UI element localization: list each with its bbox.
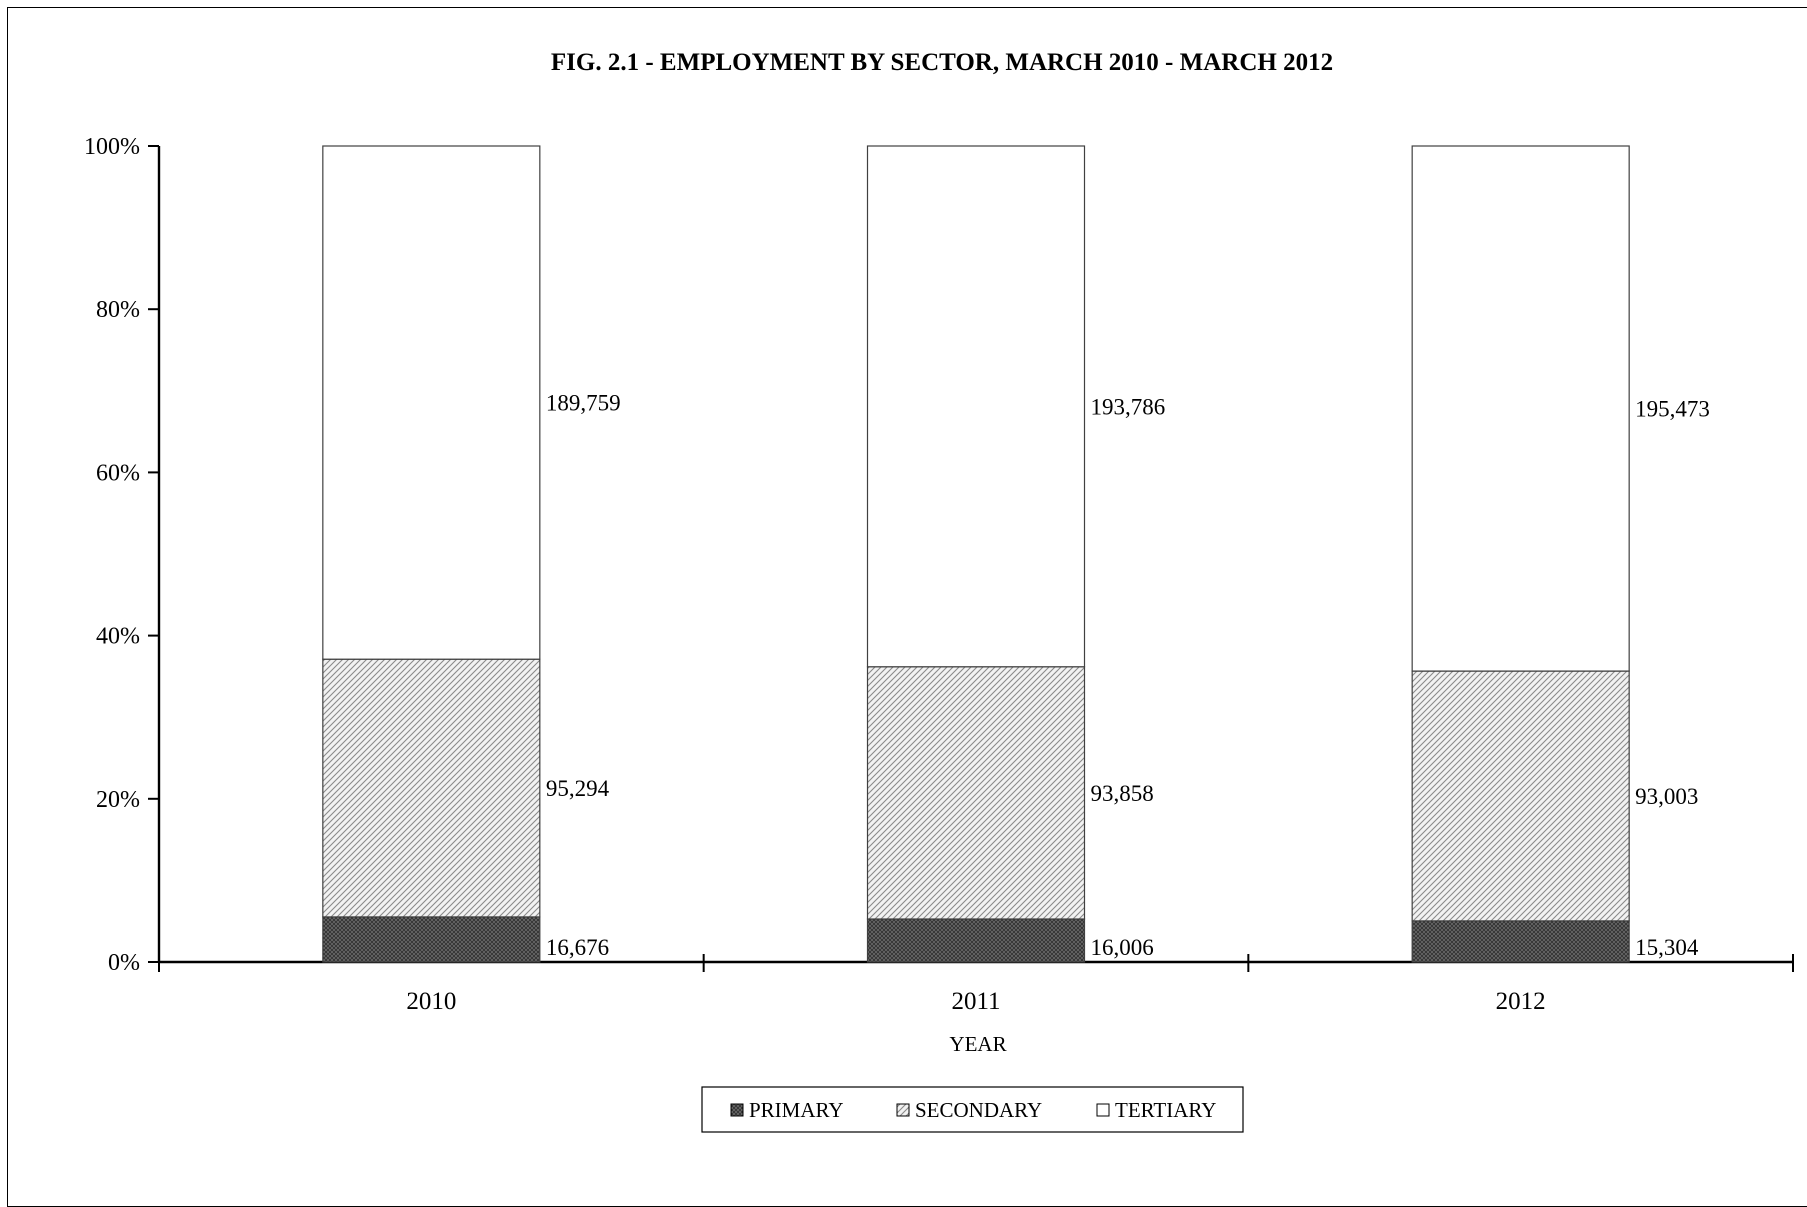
x-tick-label: 2012 [1496, 988, 1546, 1015]
y-tick-label: 60% [96, 460, 140, 486]
data-label-tertiary: 189,759 [546, 391, 621, 416]
x-tick-label: 2011 [951, 988, 1000, 1015]
x-tick-label: 2010 [406, 988, 456, 1015]
x-axis-title: YEAR [949, 1032, 1006, 1056]
bar-segment-primary [866, 918, 1086, 963]
data-label-tertiary: 195,473 [1635, 397, 1710, 422]
data-label-primary: 16,676 [546, 935, 609, 960]
bar-segment-primary [1411, 920, 1630, 963]
legend-label-secondary: SECONDARY [915, 1098, 1042, 1122]
legend-label-tertiary: TERTIARY [1115, 1098, 1216, 1122]
legend-swatch-tertiary [1096, 1103, 1110, 1117]
data-labels: 16,676 95,294 189,759 16,006 93,858 193,786 15… [546, 391, 1710, 960]
y-tick-label: 0% [108, 950, 140, 976]
y-tick-label: 20% [96, 787, 140, 813]
data-label-secondary: 93,003 [1635, 784, 1698, 809]
data-label-secondary: 93,858 [1091, 781, 1154, 806]
bar-segment-secondary [866, 666, 1086, 920]
legend-swatch-primary [730, 1103, 744, 1117]
y-tick-label: 80% [96, 297, 140, 323]
y-tick-label: 100% [84, 134, 140, 160]
legend-swatch-secondary [896, 1103, 910, 1117]
legend-box [701, 1086, 1244, 1133]
bar-segment-secondary [1411, 670, 1630, 922]
y-axis: 0% 20% 40% 60% 80% 100% [84, 134, 161, 976]
data-label-tertiary: 193,786 [1091, 394, 1166, 419]
bars [322, 145, 1630, 963]
bar-segment-primary [322, 916, 541, 963]
y-tick-label: 40% [96, 624, 140, 650]
bar-segment-secondary [322, 658, 541, 918]
data-label-primary: 15,304 [1635, 935, 1699, 960]
data-label-secondary: 95,294 [546, 776, 610, 801]
data-label-primary: 16,006 [1091, 935, 1154, 960]
chart-area: FIG. 2.1 - EMPLOYMENT BY SECTOR, MARCH 2… [84, 49, 1794, 1133]
legend: PRIMARY SECONDARY TERTIARY [701, 1086, 1244, 1133]
chart-title: FIG. 2.1 - EMPLOYMENT BY SECTOR, MARCH 2… [551, 49, 1333, 76]
x-axis: 2010 2011 2012 [158, 954, 1794, 1015]
bar-segment-tertiary [322, 145, 541, 660]
bar-segment-tertiary [1411, 145, 1630, 672]
bar-segment-tertiary [866, 145, 1086, 668]
legend-label-primary: PRIMARY [749, 1098, 844, 1122]
